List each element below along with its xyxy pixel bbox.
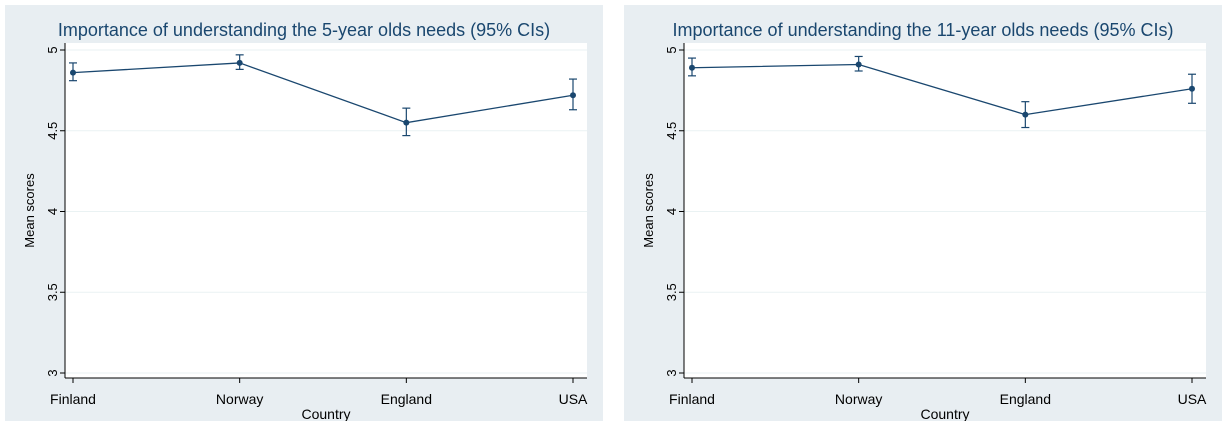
data-point <box>689 64 695 71</box>
series-line <box>72 62 574 124</box>
x-axis-title: Country <box>301 406 350 421</box>
x-tick-label: England <box>1000 391 1051 407</box>
data-point <box>1022 111 1029 118</box>
chart-title: Importance of understanding the 5-year o… <box>58 20 550 40</box>
chart-11-year-olds: Importance of understanding the 11-year … <box>624 5 1222 421</box>
y-tick-label: 3.5 <box>664 283 679 301</box>
y-tick-label: 4.5 <box>45 122 60 140</box>
y-tick-label: 3 <box>664 369 679 376</box>
y-tick-label: 3.5 <box>45 283 60 301</box>
x-tick-label: Norway <box>835 391 882 407</box>
data-point <box>70 69 76 76</box>
data-point <box>570 92 576 99</box>
x-axis-title: Country <box>920 406 969 421</box>
y-tick-label: 3 <box>45 369 60 376</box>
x-tick-label: Norway <box>216 391 263 407</box>
data-point <box>236 59 243 66</box>
chart-5-year-olds: Importance of understanding the 5-year o… <box>5 5 603 421</box>
y-tick-label: 5 <box>664 46 679 53</box>
y-axis-title: Mean scores <box>22 173 37 248</box>
series-line <box>691 63 1193 116</box>
y-tick-label: 5 <box>45 46 60 53</box>
x-tick-label: USA <box>1178 391 1207 407</box>
chart-title: Importance of understanding the 11-year … <box>673 20 1174 40</box>
y-tick-label: 4.5 <box>664 122 679 140</box>
plot-area <box>684 43 1206 378</box>
data-point <box>403 119 410 126</box>
x-tick-label: Finland <box>669 391 715 407</box>
data-point <box>1189 85 1195 92</box>
x-tick-label: USA <box>559 391 588 407</box>
y-tick-label: 4 <box>664 208 679 215</box>
x-tick-label: England <box>381 391 432 407</box>
y-axis-title: Mean scores <box>641 173 656 248</box>
data-point <box>855 61 862 68</box>
plot-area <box>65 43 587 378</box>
y-tick-label: 4 <box>45 208 60 215</box>
x-tick-label: Finland <box>50 391 96 407</box>
